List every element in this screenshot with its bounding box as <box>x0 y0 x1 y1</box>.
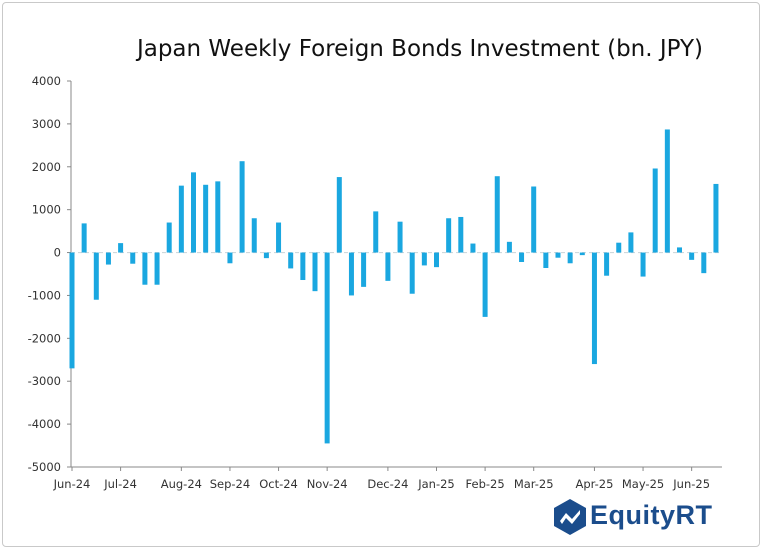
bar <box>604 252 610 276</box>
bar <box>677 247 682 253</box>
y-tick-label: -2000 <box>28 331 61 345</box>
bar <box>324 252 330 444</box>
bar <box>555 252 561 258</box>
bar <box>506 241 512 253</box>
x-tick-label: Mar-25 <box>514 477 554 491</box>
bar <box>591 252 597 365</box>
bar <box>81 223 87 253</box>
bar <box>118 243 124 253</box>
chart-title: Japan Weekly Foreign Bonds Investment (b… <box>136 36 704 62</box>
x-tick-label: Jan-25 <box>417 477 455 491</box>
y-tick-label: 4000 <box>32 74 61 88</box>
bar <box>531 186 537 253</box>
x-tick-label: Sep-24 <box>210 477 250 491</box>
bar <box>166 222 172 253</box>
y-tick-label: 2000 <box>32 160 61 174</box>
x-tick-label: May-25 <box>622 477 664 491</box>
x-tick-label: Apr-25 <box>575 477 613 491</box>
y-tick-label: -1000 <box>28 288 61 302</box>
x-tick-label: Jul-24 <box>103 477 137 491</box>
bar <box>69 252 75 369</box>
bar <box>227 252 233 264</box>
bar <box>178 185 184 253</box>
bar <box>421 252 427 266</box>
bars <box>69 129 719 444</box>
x-tick-label: Aug-24 <box>161 477 202 491</box>
bar <box>628 232 634 253</box>
bar <box>482 252 488 317</box>
bar <box>93 252 99 300</box>
bar <box>397 221 403 253</box>
bar <box>215 181 221 253</box>
bar <box>713 183 719 253</box>
bar <box>519 252 525 262</box>
bar <box>105 252 111 265</box>
bar <box>689 252 695 260</box>
x-tick-label: Jun-24 <box>53 477 91 491</box>
x-tick-label: Feb-25 <box>466 477 505 491</box>
bar <box>336 177 342 253</box>
equityrt-logo-text: EquityRT <box>590 500 713 530</box>
x-tick-label: Dec-24 <box>367 477 408 491</box>
bar <box>312 252 318 292</box>
bar <box>446 218 452 253</box>
bar <box>470 243 476 253</box>
bar <box>361 252 367 287</box>
bar <box>251 218 257 253</box>
bar <box>640 252 646 277</box>
bar <box>154 252 160 285</box>
equityrt-logo-icon <box>554 499 586 535</box>
bar <box>130 252 136 264</box>
bar <box>567 252 573 264</box>
bar <box>579 252 585 256</box>
bar <box>434 252 439 268</box>
bar <box>543 252 549 268</box>
y-tick-label: -3000 <box>28 374 61 388</box>
bar <box>203 184 209 253</box>
axes <box>67 80 722 471</box>
bar <box>288 252 294 269</box>
bar <box>276 222 282 253</box>
bar <box>191 172 196 253</box>
y-tick-label: 1000 <box>32 203 61 217</box>
bar <box>458 216 464 253</box>
y-tick-label: 3000 <box>32 117 61 131</box>
bar <box>239 161 245 253</box>
bar <box>348 252 354 296</box>
y-tick-label: -4000 <box>28 417 61 431</box>
x-tick-label: Oct-24 <box>259 477 298 491</box>
bar <box>409 252 415 294</box>
x-tick-label: Nov-24 <box>307 477 348 491</box>
bar <box>652 168 658 253</box>
bar <box>142 252 148 285</box>
bar <box>373 211 379 253</box>
bar <box>664 129 670 253</box>
bar <box>616 242 622 253</box>
bar <box>300 252 306 281</box>
y-tick-label: -5000 <box>28 460 61 474</box>
bar <box>701 252 707 274</box>
bar <box>385 252 391 281</box>
bar <box>263 252 269 259</box>
bar <box>494 176 500 253</box>
tick-labels: 4000 3000 2000 1000 0 -1000 -2000 -3000 -4000 -50… <box>28 74 710 491</box>
x-tick-label: Jun-25 <box>672 477 710 491</box>
y-tick-label: 0 <box>54 246 61 260</box>
